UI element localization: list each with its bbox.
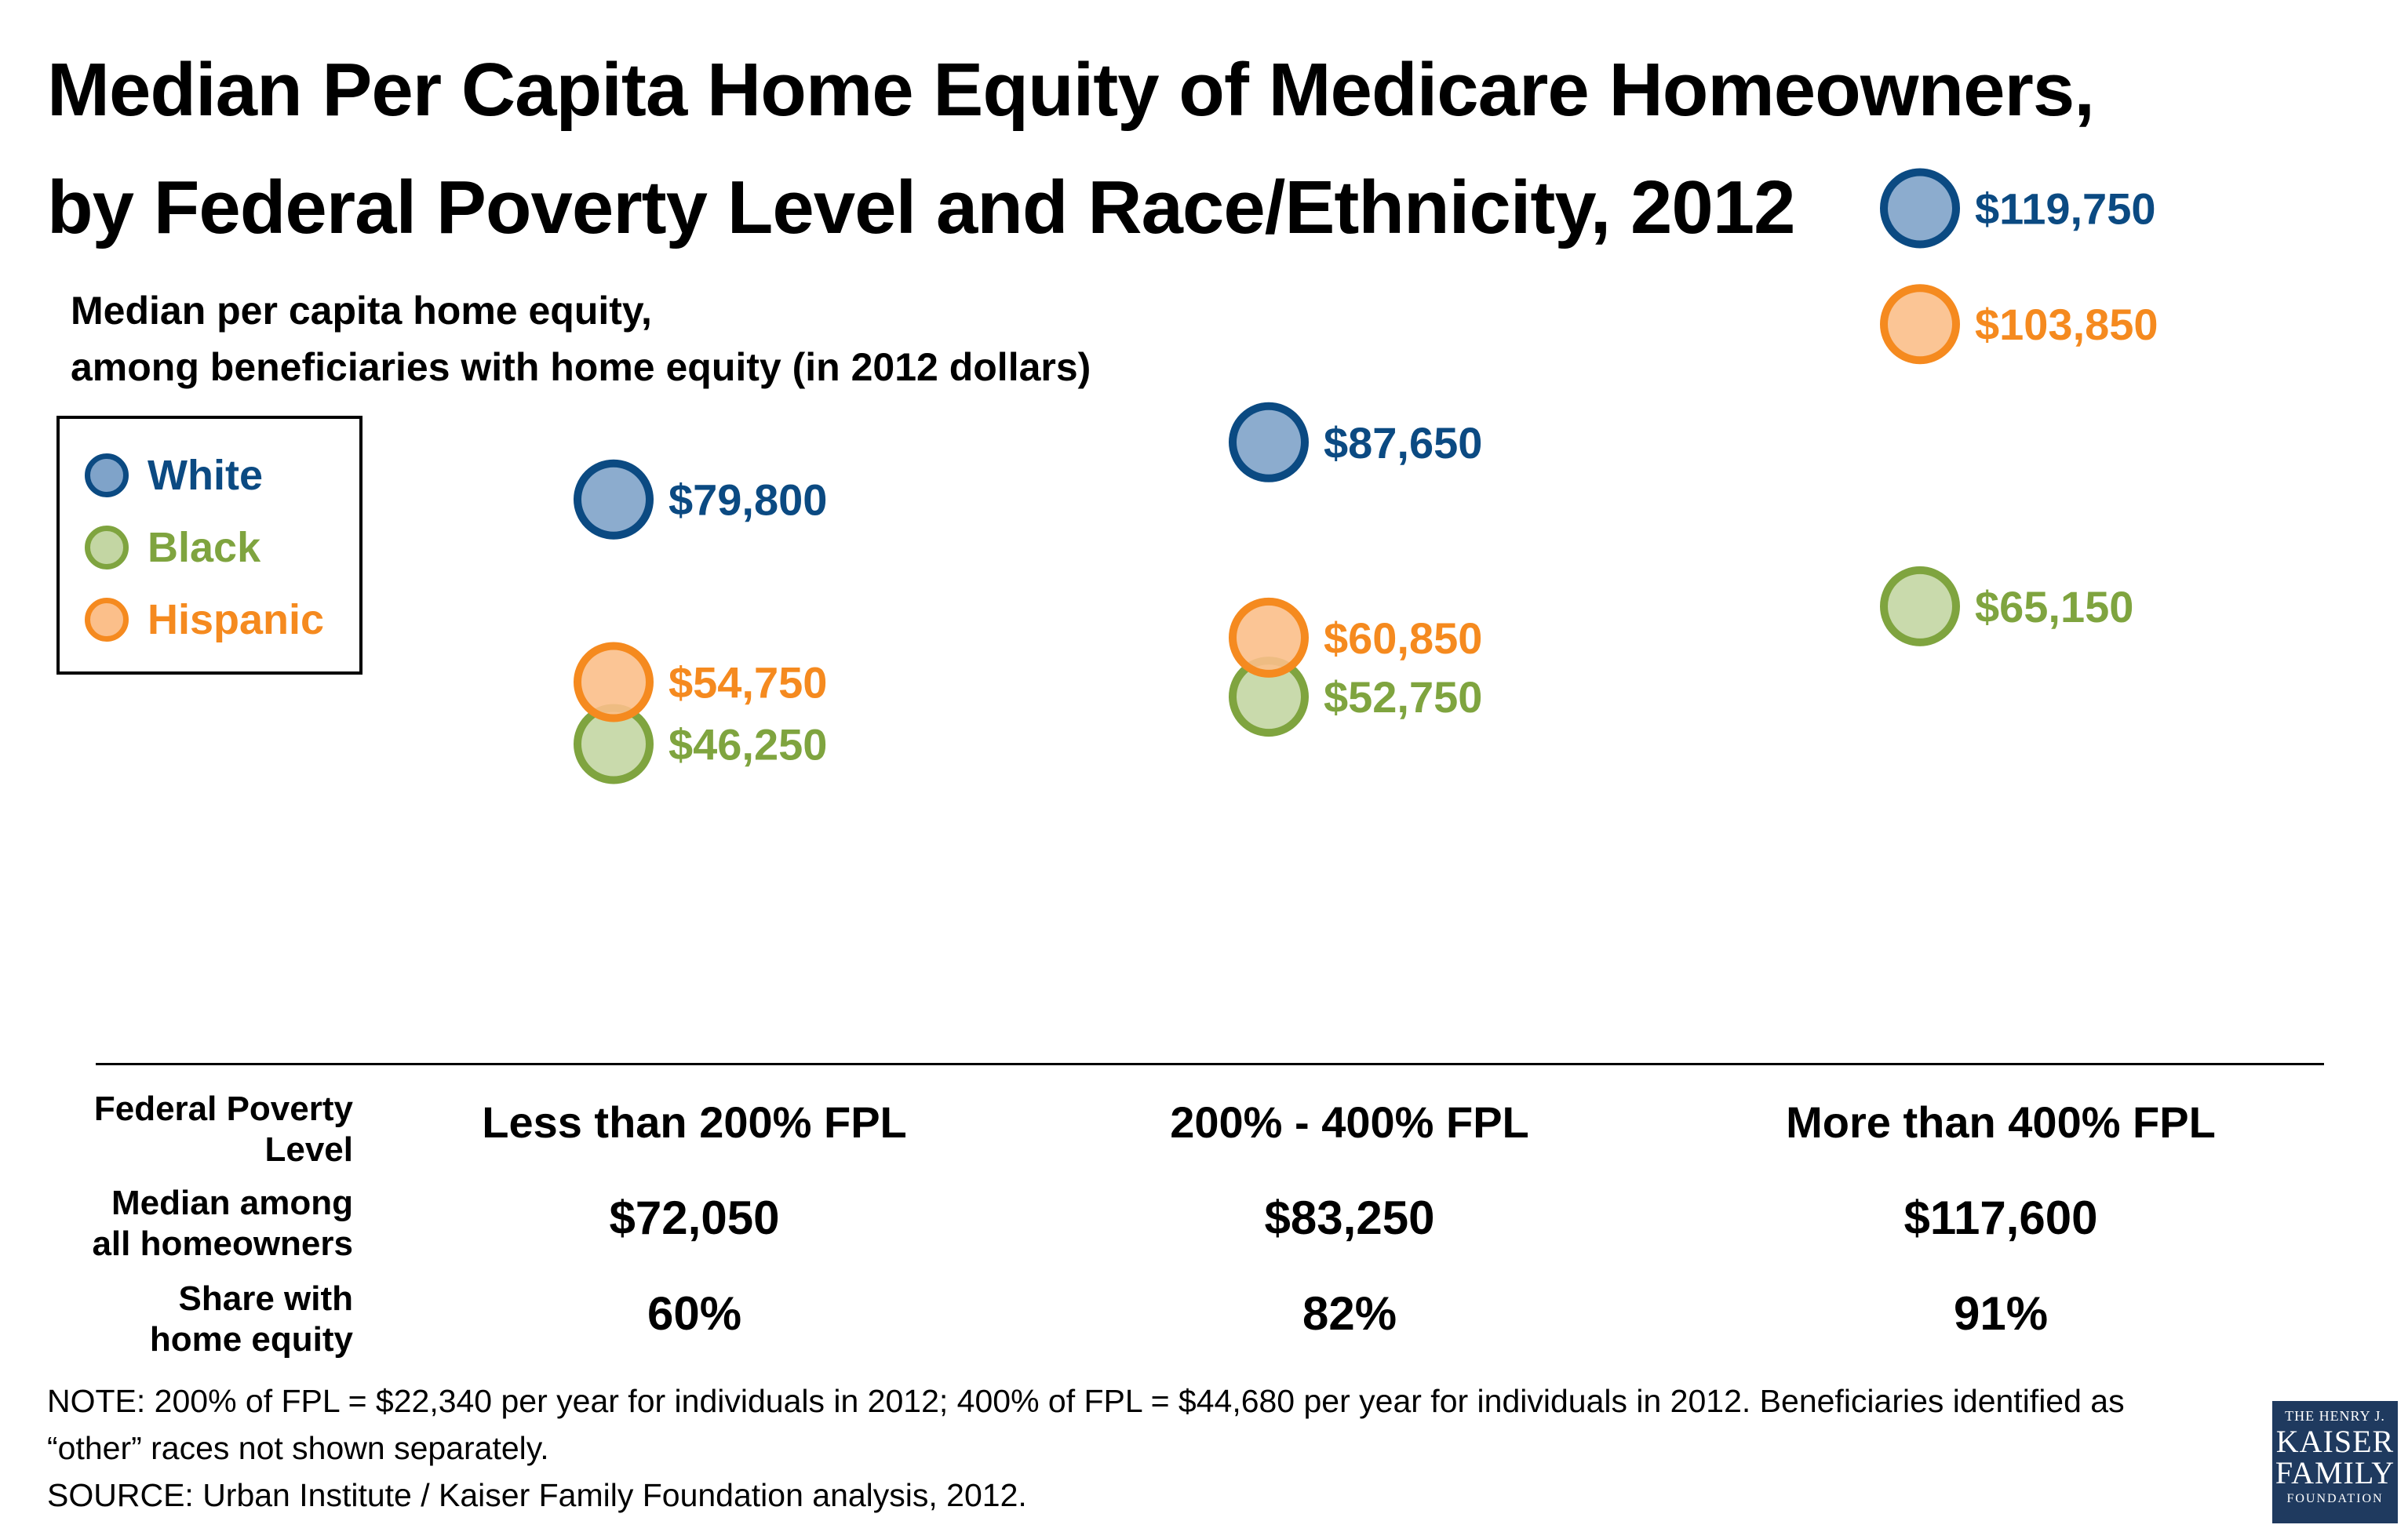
dot-hispanic-mid	[1229, 597, 1309, 678]
share-value-low: 60%	[647, 1287, 742, 1340]
subtitle-line-2: among beneficiaries with home equity (in…	[71, 345, 1091, 389]
legend-item-white: White	[85, 447, 263, 504]
dot-hispanic-high	[1880, 284, 1960, 365]
share-value-mid: 82%	[1302, 1287, 1397, 1340]
dot-white-low	[574, 459, 654, 540]
chart-title: Median Per Capita Home Equity of Medicar…	[47, 31, 2370, 267]
legend-item-hispanic: Hispanic	[85, 591, 324, 648]
dot-white-high	[1880, 168, 1960, 249]
category-label-high: More than 400% FPL	[1786, 1097, 2216, 1147]
row-label-fpl: Federal Poverty Level	[31, 1089, 353, 1170]
value-label-hispanic-mid: $60,850	[1324, 613, 1482, 663]
row-label-share: Share with home equity	[31, 1279, 353, 1360]
category-label-low: Less than 200% FPL	[482, 1097, 907, 1147]
row-label-median: Median among all homeowners	[31, 1183, 353, 1265]
row-label-median-line-1: Median among	[111, 1184, 353, 1222]
kff-logo: THE HENRY J. KAISER FAMILY FOUNDATION	[2272, 1401, 2398, 1523]
note-line-1: NOTE: 200% of FPL = $22,340 per year for…	[47, 1383, 2125, 1419]
source-line: SOURCE: Urban Institute / Kaiser Family …	[47, 1477, 1027, 1513]
legend-label-white: White	[148, 452, 263, 499]
footnote: NOTE: 200% of FPL = $22,340 per year for…	[47, 1377, 2244, 1519]
value-label-white-mid: $87,650	[1324, 418, 1482, 468]
logo-line-2: KAISER	[2275, 1424, 2395, 1459]
logo-line-3: FAMILY	[2275, 1455, 2395, 1490]
logo-line-1: THE HENRY J.	[2285, 1408, 2385, 1424]
legend-label-hispanic: Hispanic	[148, 596, 325, 643]
legend-swatch-black	[85, 526, 129, 569]
chart-subtitle: Median per capita home equity, among ben…	[71, 282, 1091, 395]
axis-divider	[96, 1063, 2324, 1065]
median-value-mid: $83,250	[1264, 1192, 1435, 1244]
legend-item-black: Black	[85, 519, 260, 576]
row-label-median-line-2: all homeowners	[92, 1225, 353, 1263]
share-value-high: 91%	[1953, 1287, 2049, 1340]
legend: White Black Hispanic	[56, 416, 362, 675]
value-label-white-low: $79,800	[668, 475, 827, 525]
value-label-white-high: $119,750	[1975, 184, 2155, 233]
value-label-black-low: $46,250	[668, 719, 827, 769]
legend-label-black: Black	[148, 524, 261, 571]
row-label-fpl-line-1: Federal Poverty	[93, 1090, 353, 1128]
note-line-2: “other” races not shown separately.	[47, 1430, 549, 1466]
value-label-black-high: $65,150	[1975, 582, 2133, 631]
row-label-fpl-line-2: Level	[264, 1130, 353, 1169]
dot-black-high	[1880, 566, 1960, 646]
title-line-1: Median Per Capita Home Equity of Medicar…	[47, 48, 2095, 132]
subtitle-line-1: Median per capita home equity,	[71, 289, 652, 333]
title-line-2: by Federal Poverty Level and Race/Ethnic…	[47, 166, 1796, 249]
dot-white-mid	[1229, 402, 1309, 482]
value-label-hispanic-low: $54,750	[668, 658, 827, 708]
value-label-hispanic-high: $103,850	[1975, 300, 2158, 349]
value-label-black-mid: $52,750	[1324, 672, 1482, 722]
category-label-mid: 200% - 400% FPL	[1170, 1097, 1529, 1147]
median-value-high: $117,600	[1903, 1192, 2098, 1244]
dot-plot: $46,250 $52,750 $65,150 $54,750 $60,850 $103,…	[574, 168, 2158, 784]
row-label-share-line-1: Share with	[178, 1279, 354, 1318]
row-label-share-line-2: home equity	[149, 1320, 353, 1359]
legend-swatch-white	[85, 453, 129, 497]
logo-line-4: FOUNDATION	[2286, 1492, 2384, 1505]
legend-swatch-hispanic	[85, 598, 129, 642]
median-value-low: $72,050	[609, 1192, 780, 1244]
dot-hispanic-low	[574, 642, 654, 722]
